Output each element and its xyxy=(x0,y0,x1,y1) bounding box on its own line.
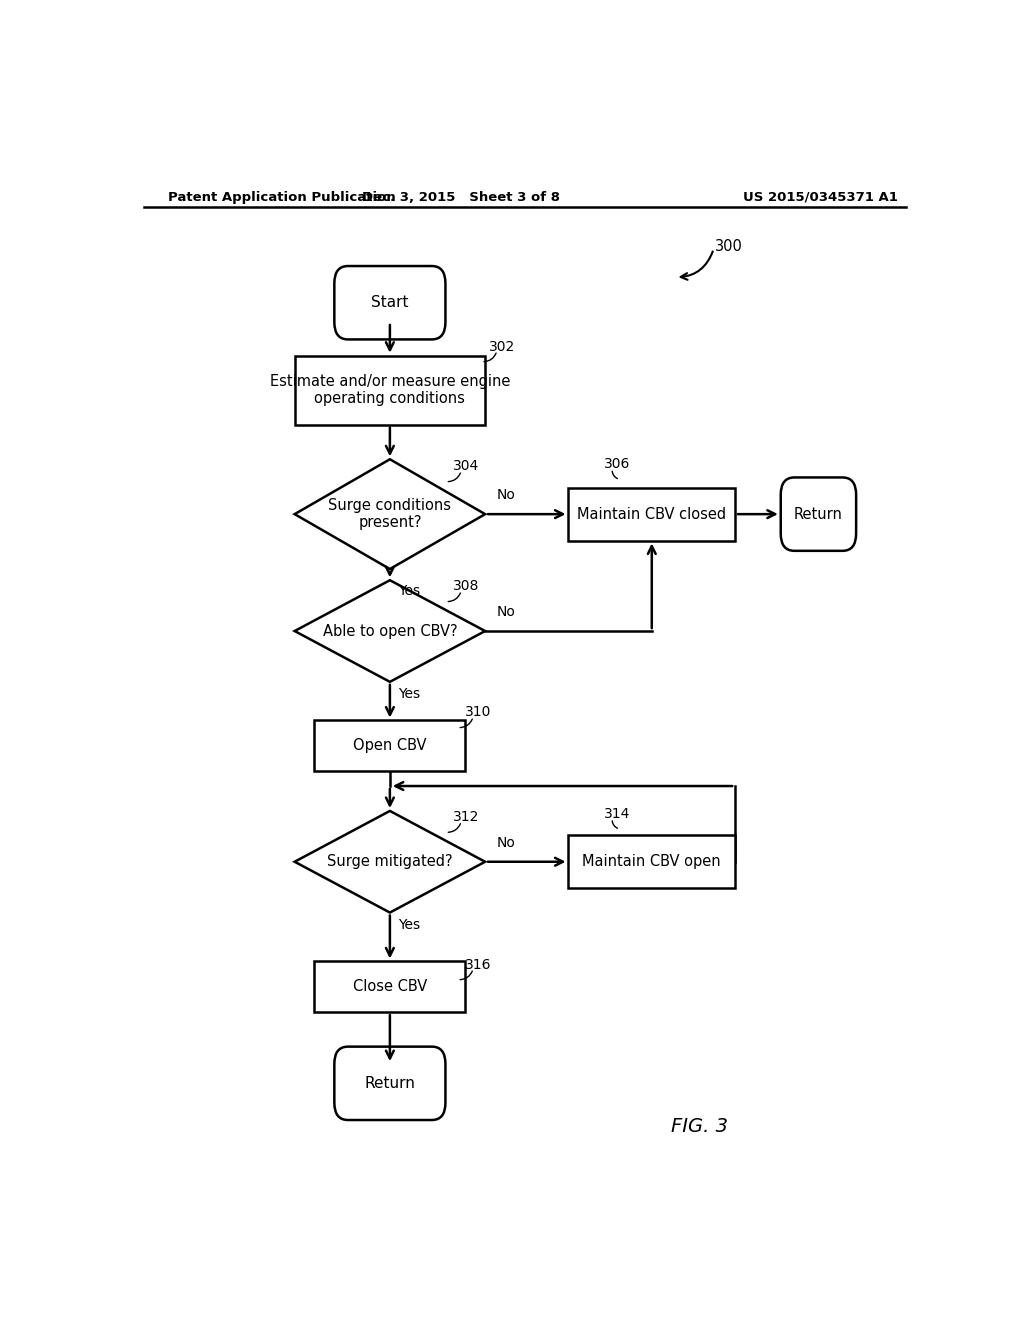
Text: Return: Return xyxy=(794,507,843,521)
Polygon shape xyxy=(295,459,485,569)
Text: Maintain CBV open: Maintain CBV open xyxy=(583,854,721,870)
Bar xyxy=(314,721,465,771)
Text: Able to open CBV?: Able to open CBV? xyxy=(323,623,457,639)
Bar xyxy=(568,836,735,888)
Polygon shape xyxy=(295,581,485,682)
FancyBboxPatch shape xyxy=(334,267,445,339)
Text: Dec. 3, 2015   Sheet 3 of 8: Dec. 3, 2015 Sheet 3 of 8 xyxy=(362,190,560,203)
Text: Start: Start xyxy=(371,296,409,310)
Text: No: No xyxy=(497,488,516,502)
Text: Estimate and/or measure engine
operating conditions: Estimate and/or measure engine operating… xyxy=(269,374,510,407)
Text: Patent Application Publication: Patent Application Publication xyxy=(168,190,395,203)
Text: 312: 312 xyxy=(454,810,480,824)
Text: No: No xyxy=(497,605,516,619)
Text: Surge mitigated?: Surge mitigated? xyxy=(327,854,453,870)
Text: Open CBV: Open CBV xyxy=(353,738,427,754)
Text: US 2015/0345371 A1: US 2015/0345371 A1 xyxy=(743,190,898,203)
Text: Yes: Yes xyxy=(397,585,420,598)
Text: Yes: Yes xyxy=(397,917,420,932)
Text: No: No xyxy=(497,836,516,850)
Text: 302: 302 xyxy=(489,339,515,354)
Text: Surge conditions
present?: Surge conditions present? xyxy=(329,498,452,531)
FancyBboxPatch shape xyxy=(334,1047,445,1119)
Text: FIG. 3: FIG. 3 xyxy=(671,1117,728,1135)
Text: Yes: Yes xyxy=(397,686,420,701)
Text: Return: Return xyxy=(365,1076,416,1090)
Bar xyxy=(568,487,735,541)
Text: 300: 300 xyxy=(715,239,743,255)
Text: 310: 310 xyxy=(465,705,492,719)
Text: Close CBV: Close CBV xyxy=(352,979,427,994)
Bar xyxy=(314,961,465,1012)
Text: 314: 314 xyxy=(604,807,631,821)
FancyBboxPatch shape xyxy=(780,478,856,550)
Text: 304: 304 xyxy=(454,459,479,474)
Bar xyxy=(295,355,485,425)
Text: 308: 308 xyxy=(454,579,480,594)
Text: 306: 306 xyxy=(604,458,631,471)
Text: Maintain CBV closed: Maintain CBV closed xyxy=(578,507,726,521)
Polygon shape xyxy=(295,810,485,912)
Text: 316: 316 xyxy=(465,957,492,972)
